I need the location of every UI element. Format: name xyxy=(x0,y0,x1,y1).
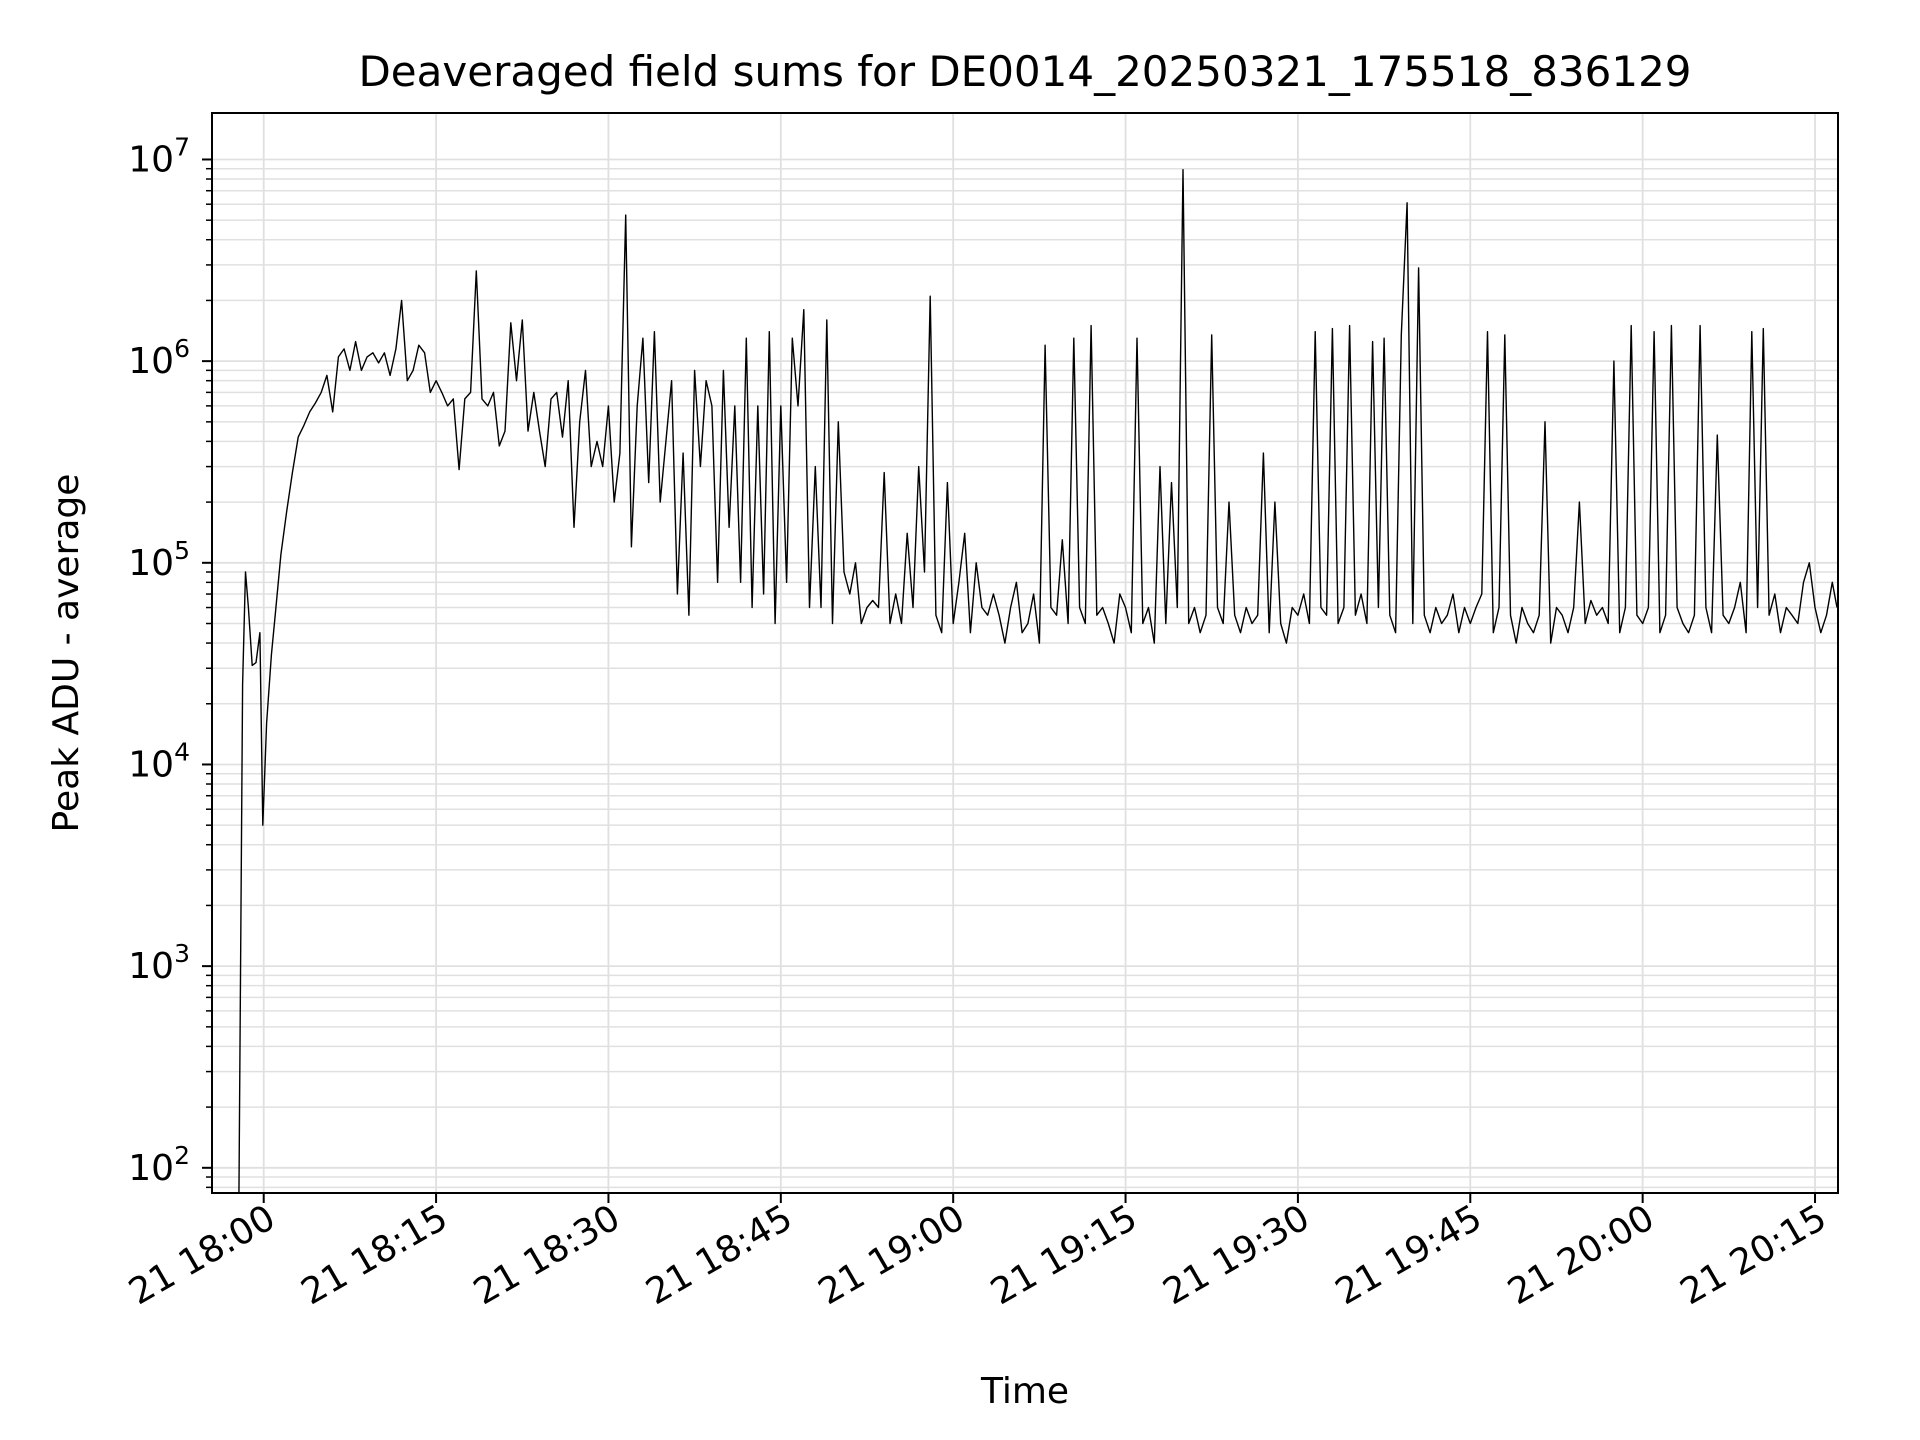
grid-lines xyxy=(212,113,1838,1193)
y-tick-label: 107 xyxy=(128,132,190,180)
x-axis-label: Time xyxy=(980,1371,1069,1412)
y-tick-label: 106 xyxy=(128,334,190,382)
y-axis-label: Peak ADU - average xyxy=(46,474,87,833)
y-tick-label: 105 xyxy=(128,536,190,584)
series-line xyxy=(238,169,1838,1193)
y-tick-label: 104 xyxy=(128,737,190,785)
chart-title: Deaveraged field sums for DE0014_2025032… xyxy=(358,47,1691,96)
series-layer xyxy=(238,169,1838,1193)
y-tick-label: 103 xyxy=(128,939,190,987)
y-tick-label: 102 xyxy=(128,1141,190,1189)
y-axis: 102 103 104 105 106 107 xyxy=(128,132,212,1189)
plot-frame xyxy=(211,112,1839,1194)
